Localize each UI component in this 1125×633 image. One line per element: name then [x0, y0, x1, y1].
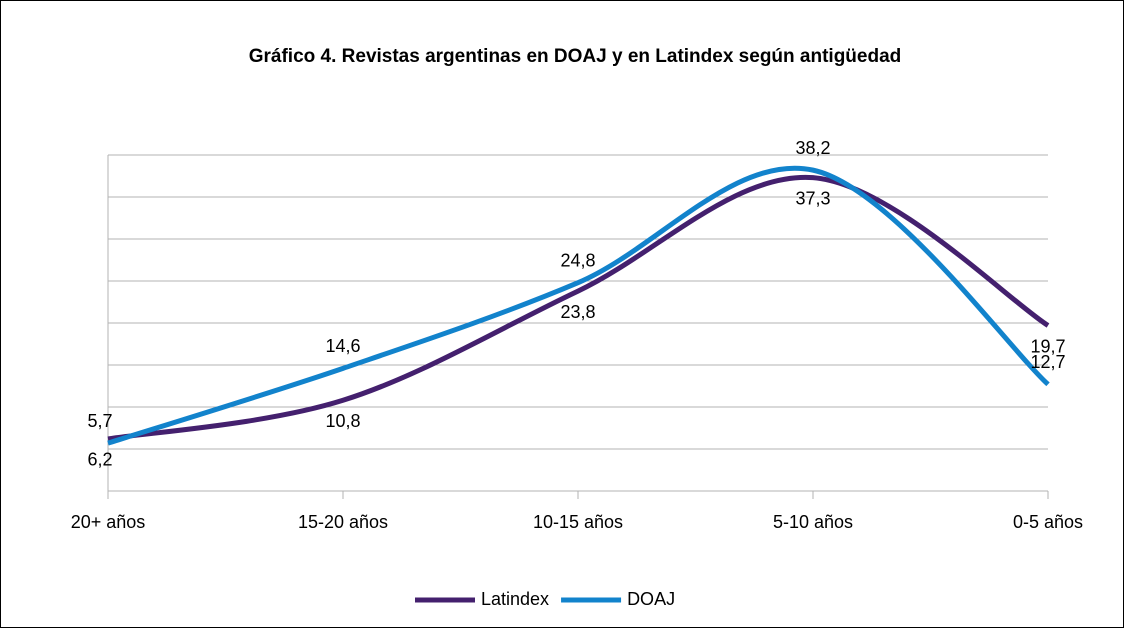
data-label: 12,7	[1030, 352, 1065, 372]
data-label: 38,2	[795, 138, 830, 158]
x-tick-label: 15-20 años	[298, 512, 388, 532]
data-label: 6,2	[87, 450, 112, 470]
data-label: 10,8	[325, 411, 360, 431]
line-series	[107, 165, 1050, 446]
line-series	[107, 175, 1050, 442]
data-label: 23,8	[560, 302, 595, 322]
x-tick-label: 0-5 años	[1013, 512, 1083, 532]
legend-label: DOAJ	[627, 589, 675, 609]
data-label: 5,7	[87, 411, 112, 431]
data-label: 14,6	[325, 336, 360, 356]
x-tick-label: 10-15 años	[533, 512, 623, 532]
data-label: 24,8	[560, 250, 595, 270]
data-label: 19,7	[1030, 336, 1065, 356]
x-tick-label: 20+ años	[71, 512, 146, 532]
legend-label: Latindex	[481, 589, 549, 609]
data-label: 37,3	[795, 188, 830, 208]
x-tick-label: 5-10 años	[773, 512, 853, 532]
chart-title: Gráfico 4. Revistas argentinas en DOAJ y…	[249, 46, 902, 67]
